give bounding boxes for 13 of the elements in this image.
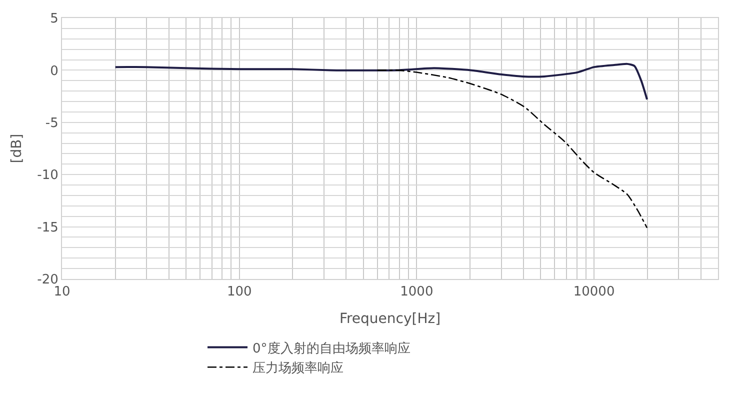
y-tick-label: 0 — [50, 64, 58, 79]
legend-label: 0°度入射的自由场频率响应 — [252, 340, 410, 356]
x-axis-title: Frequency[Hz] — [339, 310, 441, 327]
x-tick-label: 1000 — [400, 284, 434, 300]
x-tick-label: 10 — [54, 284, 70, 300]
y-tick-label: -15 — [37, 220, 58, 236]
x-tick-label: 100 — [226, 284, 252, 300]
y-tick-label: 5 — [50, 12, 58, 27]
y-tick-label: -5 — [45, 116, 58, 131]
x-tick-label: 10000 — [573, 284, 615, 300]
y-axis-title: [dB] — [8, 134, 25, 164]
legend-label: 压力场频率响应 — [252, 360, 344, 376]
y-tick-label: -10 — [37, 168, 58, 184]
